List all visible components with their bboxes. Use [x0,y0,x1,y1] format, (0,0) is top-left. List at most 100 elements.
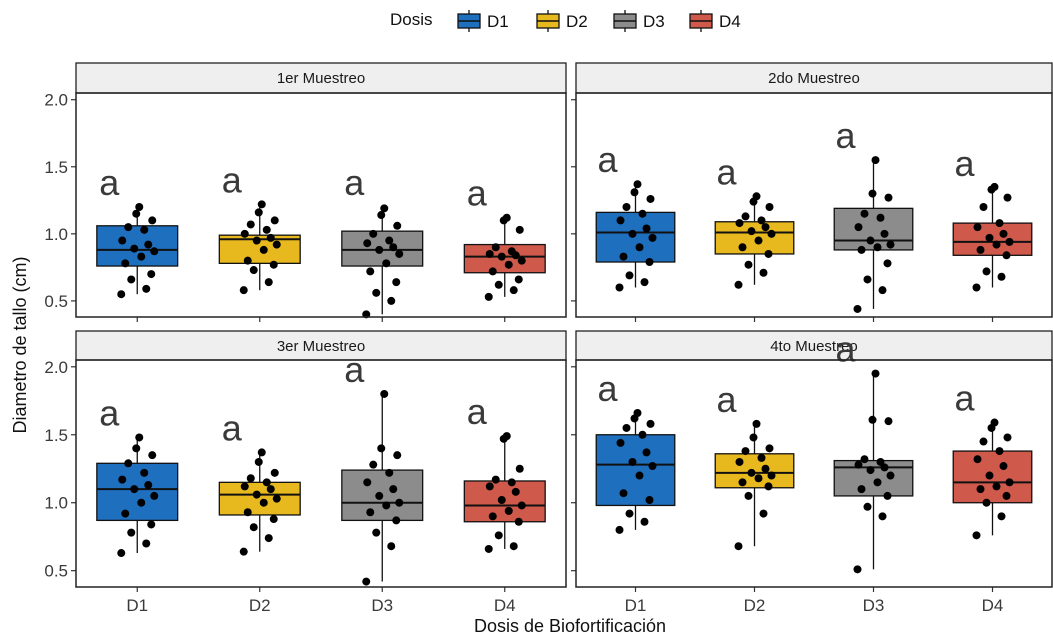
data-point [124,223,133,232]
y-tick-label: 0.5 [44,562,68,581]
box-body [595,211,676,263]
data-point [137,498,146,507]
data-point [393,221,402,230]
y-tick-label: 2.0 [44,358,68,377]
y-tick-label: 1.5 [44,426,68,445]
data-point [395,249,404,258]
data-point [995,219,1004,228]
data-point [266,485,275,494]
data-point [1002,491,1011,500]
box-d4: a [463,173,546,301]
data-point [860,209,869,218]
data-point [369,229,378,238]
data-point [741,212,750,221]
data-point [270,216,279,225]
data-point [246,474,255,483]
data-point [764,482,773,491]
legend-entry-d1: D1 [457,10,509,32]
data-point [767,229,776,238]
data-point [375,245,384,254]
data-point [515,225,524,234]
box-body [96,225,179,267]
box-d3: a [341,349,424,586]
data-point [761,223,770,232]
significance-letter: a [955,143,976,184]
data-point [148,216,157,225]
x-tick-label: D4 [982,596,1004,615]
data-point [883,259,892,268]
data-point [767,471,776,480]
data-point [514,275,523,284]
data-point [735,457,744,466]
data-point [504,260,513,269]
legend-entry-d2: D2 [536,10,588,32]
panel-border [75,92,567,318]
x-tick-label: D1 [625,596,647,615]
data-point [878,512,887,521]
data-point [972,283,981,292]
data-point [638,209,647,218]
data-point [992,240,1001,249]
legend-label: D3 [643,12,665,31]
data-point [747,468,756,477]
panel-border [575,359,1053,588]
data-point [853,304,862,313]
data-point [757,453,766,462]
data-point [118,475,127,484]
box-d2: a [714,151,795,289]
data-point [502,432,511,441]
data-point [638,430,647,439]
data-point [240,229,249,238]
data-point [1003,193,1012,202]
significance-letter: a [222,159,243,200]
data-point [121,259,130,268]
data-point [259,498,268,507]
data-point [982,267,991,276]
data-point [866,236,875,245]
panel-title: 3er Muestreo [277,338,365,355]
significance-letter: a [955,378,976,419]
box-d2: a [218,407,301,556]
data-point [117,290,126,299]
data-point [1005,237,1014,246]
data-point [642,448,651,457]
data-point [625,271,634,280]
data-point [622,203,631,212]
significance-letter: a [344,349,365,390]
data-point [857,245,866,254]
significance-letter: a [717,151,738,192]
box-body [833,207,914,251]
significance-letter: a [467,173,488,214]
data-point [389,243,398,252]
data-point [389,485,398,494]
data-point [254,208,263,217]
data-point [366,267,375,276]
data-point [150,247,159,256]
x-tick-label: D1 [126,596,148,615]
data-point [886,471,895,480]
data-point [616,216,625,225]
data-point [147,520,156,529]
panel-title: 2do Muestreo [768,70,860,87]
data-point [366,508,375,517]
data-point [992,482,1001,491]
significance-letter: a [836,329,857,370]
data-point [269,515,278,524]
box-body [218,481,301,516]
data-point [759,509,768,518]
data-point [973,455,982,464]
box-d1: a [96,162,179,299]
data-point [876,213,885,222]
data-point [878,286,887,295]
data-point [497,252,506,261]
data-point [488,512,497,521]
legend-entry-d3: D3 [613,10,665,32]
data-point [754,236,763,245]
panel-4: 4to Muestreo D1 D2 D3 D4 a a a a [571,329,1053,615]
data-point [633,409,642,418]
box-d3: a [341,162,424,319]
legend-entry-d4: D4 [689,10,741,32]
data-point [387,296,396,305]
x-tick-label: D3 [863,596,885,615]
data-point [873,243,882,252]
